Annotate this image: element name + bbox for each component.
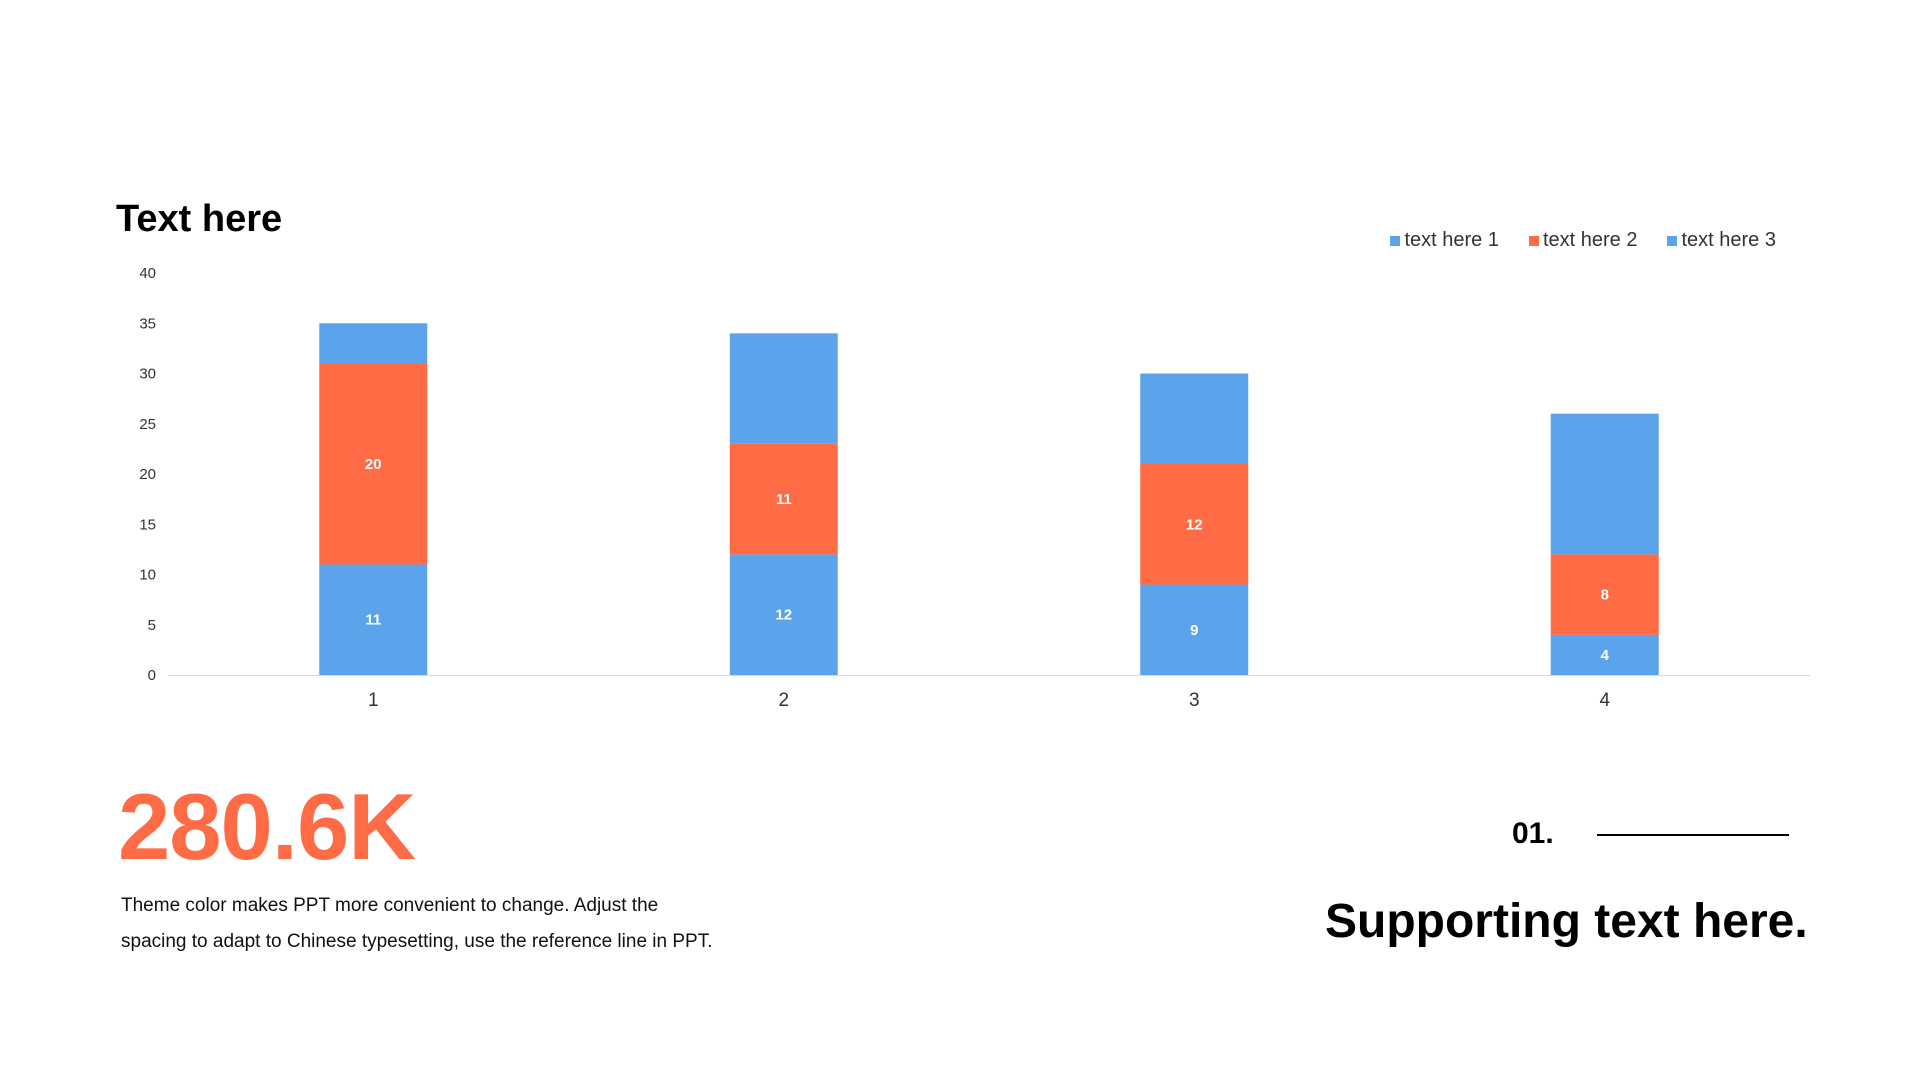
section-number: 01. bbox=[1512, 817, 1554, 850]
bar-cat-1-series-1 bbox=[319, 564, 428, 675]
bar-cat-2-series-3 bbox=[729, 333, 838, 444]
data-label-cat-1-series-1: 11 bbox=[365, 612, 381, 629]
x-tick-label-1: 1 bbox=[368, 690, 379, 711]
data-label-cat-2-series-1: 12 bbox=[775, 607, 792, 624]
kpi-description-line-1: Theme color makes PPT more convenient to… bbox=[121, 895, 659, 916]
kpi-description: Theme color makes PPT more convenient to… bbox=[121, 888, 841, 960]
y-tick-label-5: 5 bbox=[148, 617, 156, 634]
section-divider-line bbox=[1597, 834, 1789, 836]
bar-cat-1-series-3 bbox=[319, 323, 428, 364]
bar-cat-1-series-2 bbox=[319, 363, 428, 565]
bar-cat-4-series-1 bbox=[1550, 634, 1659, 675]
x-tick-label-4: 4 bbox=[1599, 690, 1610, 711]
chart-legend: text here 1 text here 2 text here 3 bbox=[1390, 229, 1776, 252]
legend-label-series-1: text here 1 bbox=[1404, 229, 1499, 251]
bar-cat-3-series-2 bbox=[1140, 463, 1249, 585]
y-tick-label-35: 35 bbox=[139, 315, 156, 332]
legend-item-series-1: text here 1 bbox=[1390, 229, 1499, 252]
legend-label-series-3: text here 3 bbox=[1681, 229, 1776, 251]
legend-label-series-2: text here 2 bbox=[1542, 229, 1638, 251]
data-label-cat-3-series-1: 9 bbox=[1190, 622, 1198, 639]
bar-cat-2-series-1 bbox=[729, 554, 838, 675]
y-tick-label-30: 30 bbox=[139, 366, 156, 383]
legend-swatch-series-3 bbox=[1667, 235, 1678, 246]
y-tick-label-25: 25 bbox=[139, 416, 156, 433]
legend-item-series-3: text here 3 bbox=[1667, 229, 1776, 252]
supporting-text: Supporting text here. bbox=[1325, 895, 1808, 948]
y-tick-label-10: 10 bbox=[139, 567, 156, 584]
y-tick-label-15: 15 bbox=[139, 516, 156, 533]
data-label-cat-3-series-2: 12 bbox=[1186, 516, 1203, 533]
bar-cat-4-series-2 bbox=[1550, 554, 1659, 635]
legend-swatch-series-2 bbox=[1528, 235, 1539, 246]
data-label-cat-4-series-2: 8 bbox=[1601, 587, 1609, 604]
kpi-value: 280.6K bbox=[118, 774, 416, 879]
x-tick-label-2: 2 bbox=[778, 690, 789, 711]
legend-item-series-2: text here 2 bbox=[1528, 229, 1638, 252]
data-label-cat-4-series-1: 4 bbox=[1601, 647, 1610, 664]
legend-swatch-series-1 bbox=[1390, 235, 1401, 246]
bar-cat-3-series-3 bbox=[1140, 373, 1249, 464]
y-tick-label-0: 0 bbox=[148, 667, 156, 684]
data-label-cat-1-series-2: 20 bbox=[365, 456, 382, 473]
bar-cat-3-series-1 bbox=[1140, 584, 1249, 675]
x-tick-label-3: 3 bbox=[1189, 690, 1200, 711]
bar-cat-2-series-2 bbox=[729, 443, 838, 555]
y-tick-label-20: 20 bbox=[139, 466, 156, 483]
data-label-cat-2-series-2: 11 bbox=[776, 491, 792, 508]
kpi-description-line-2: spacing to adapt to Chinese typesetting,… bbox=[121, 931, 713, 952]
y-tick-label-40: 40 bbox=[139, 265, 156, 282]
chart-title: Text here bbox=[116, 198, 283, 240]
bar-cat-4-series-3 bbox=[1550, 413, 1659, 555]
